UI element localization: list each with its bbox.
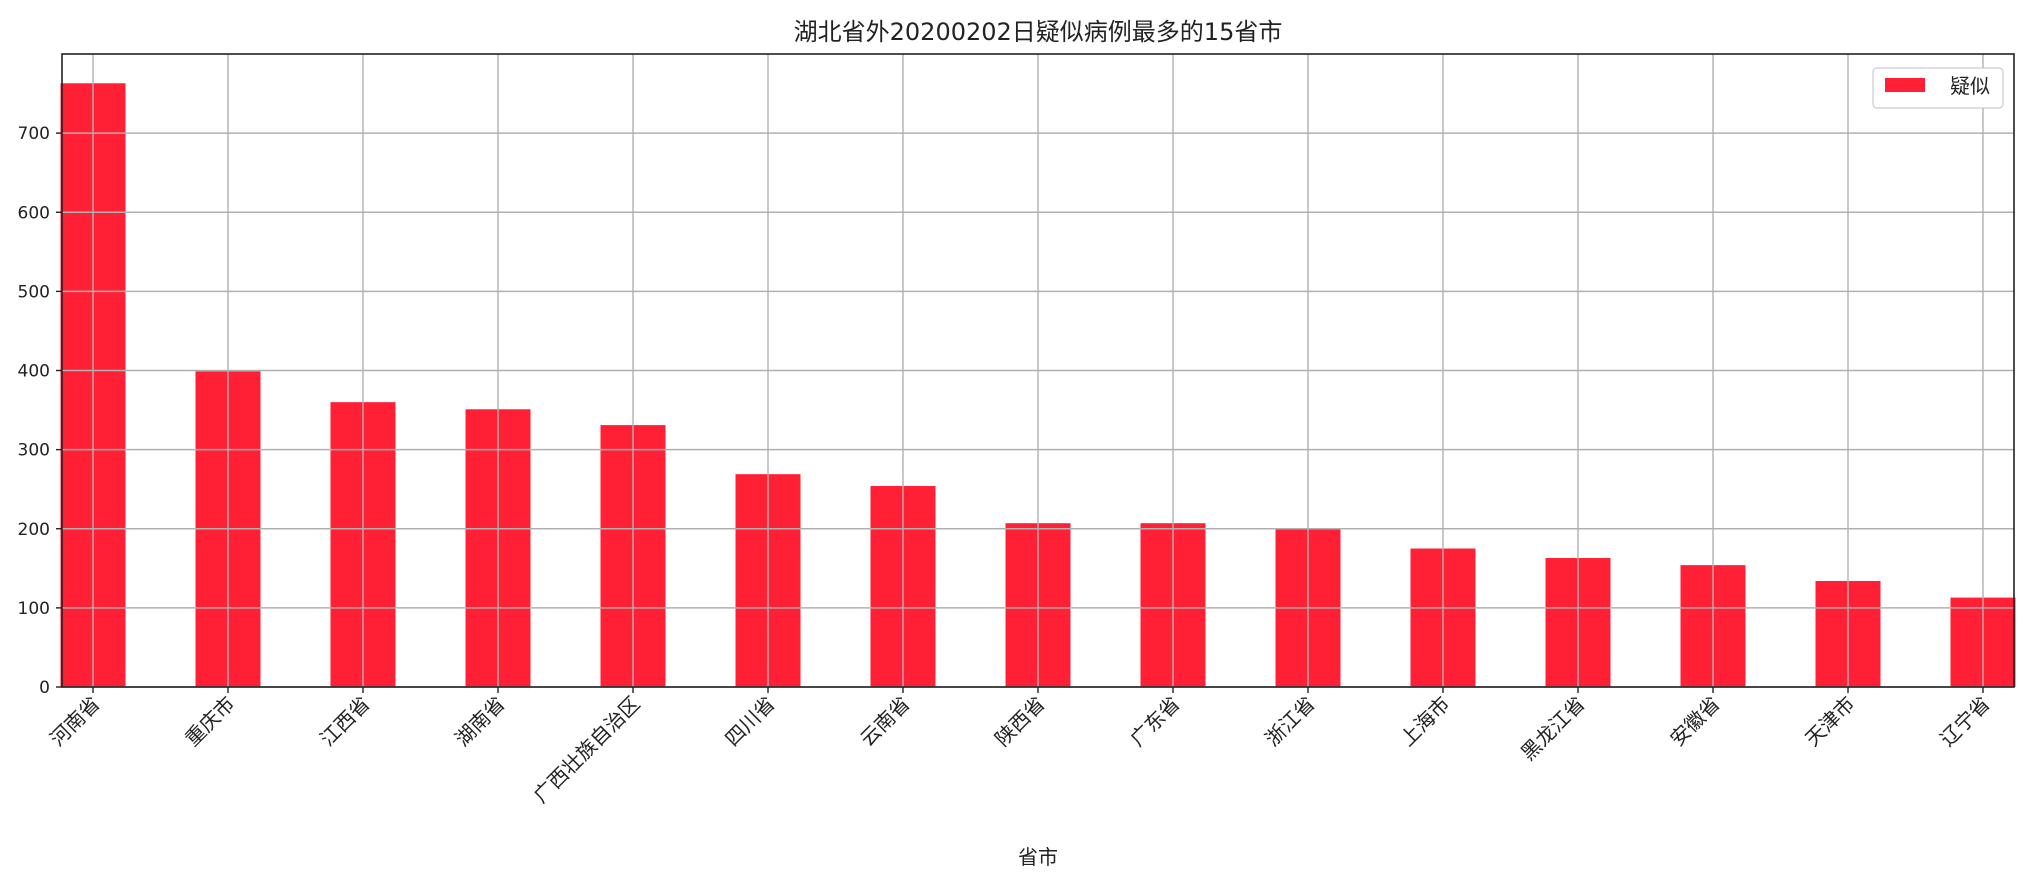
y-tick-label: 400 xyxy=(18,362,50,382)
legend-swatch xyxy=(1885,78,1925,92)
y-tick-label: 100 xyxy=(18,599,50,619)
x-axis-label: 省市 xyxy=(1018,845,1058,869)
y-tick-label: 700 xyxy=(18,124,50,144)
y-tick-label: 500 xyxy=(18,282,50,302)
chart-title: 湖北省外20200202日疑似病例最多的15省市 xyxy=(794,18,1283,46)
legend-label: 疑似 xyxy=(1950,74,1990,98)
y-axis: 0 100 200 300 400 500 600 700 xyxy=(18,124,62,698)
y-tick-label: 0 xyxy=(39,678,50,698)
legend: 疑似 xyxy=(1872,67,2004,109)
y-tick-label: 200 xyxy=(18,520,50,540)
y-tick-label: 600 xyxy=(18,203,50,223)
y-tick-label: 300 xyxy=(18,441,50,461)
